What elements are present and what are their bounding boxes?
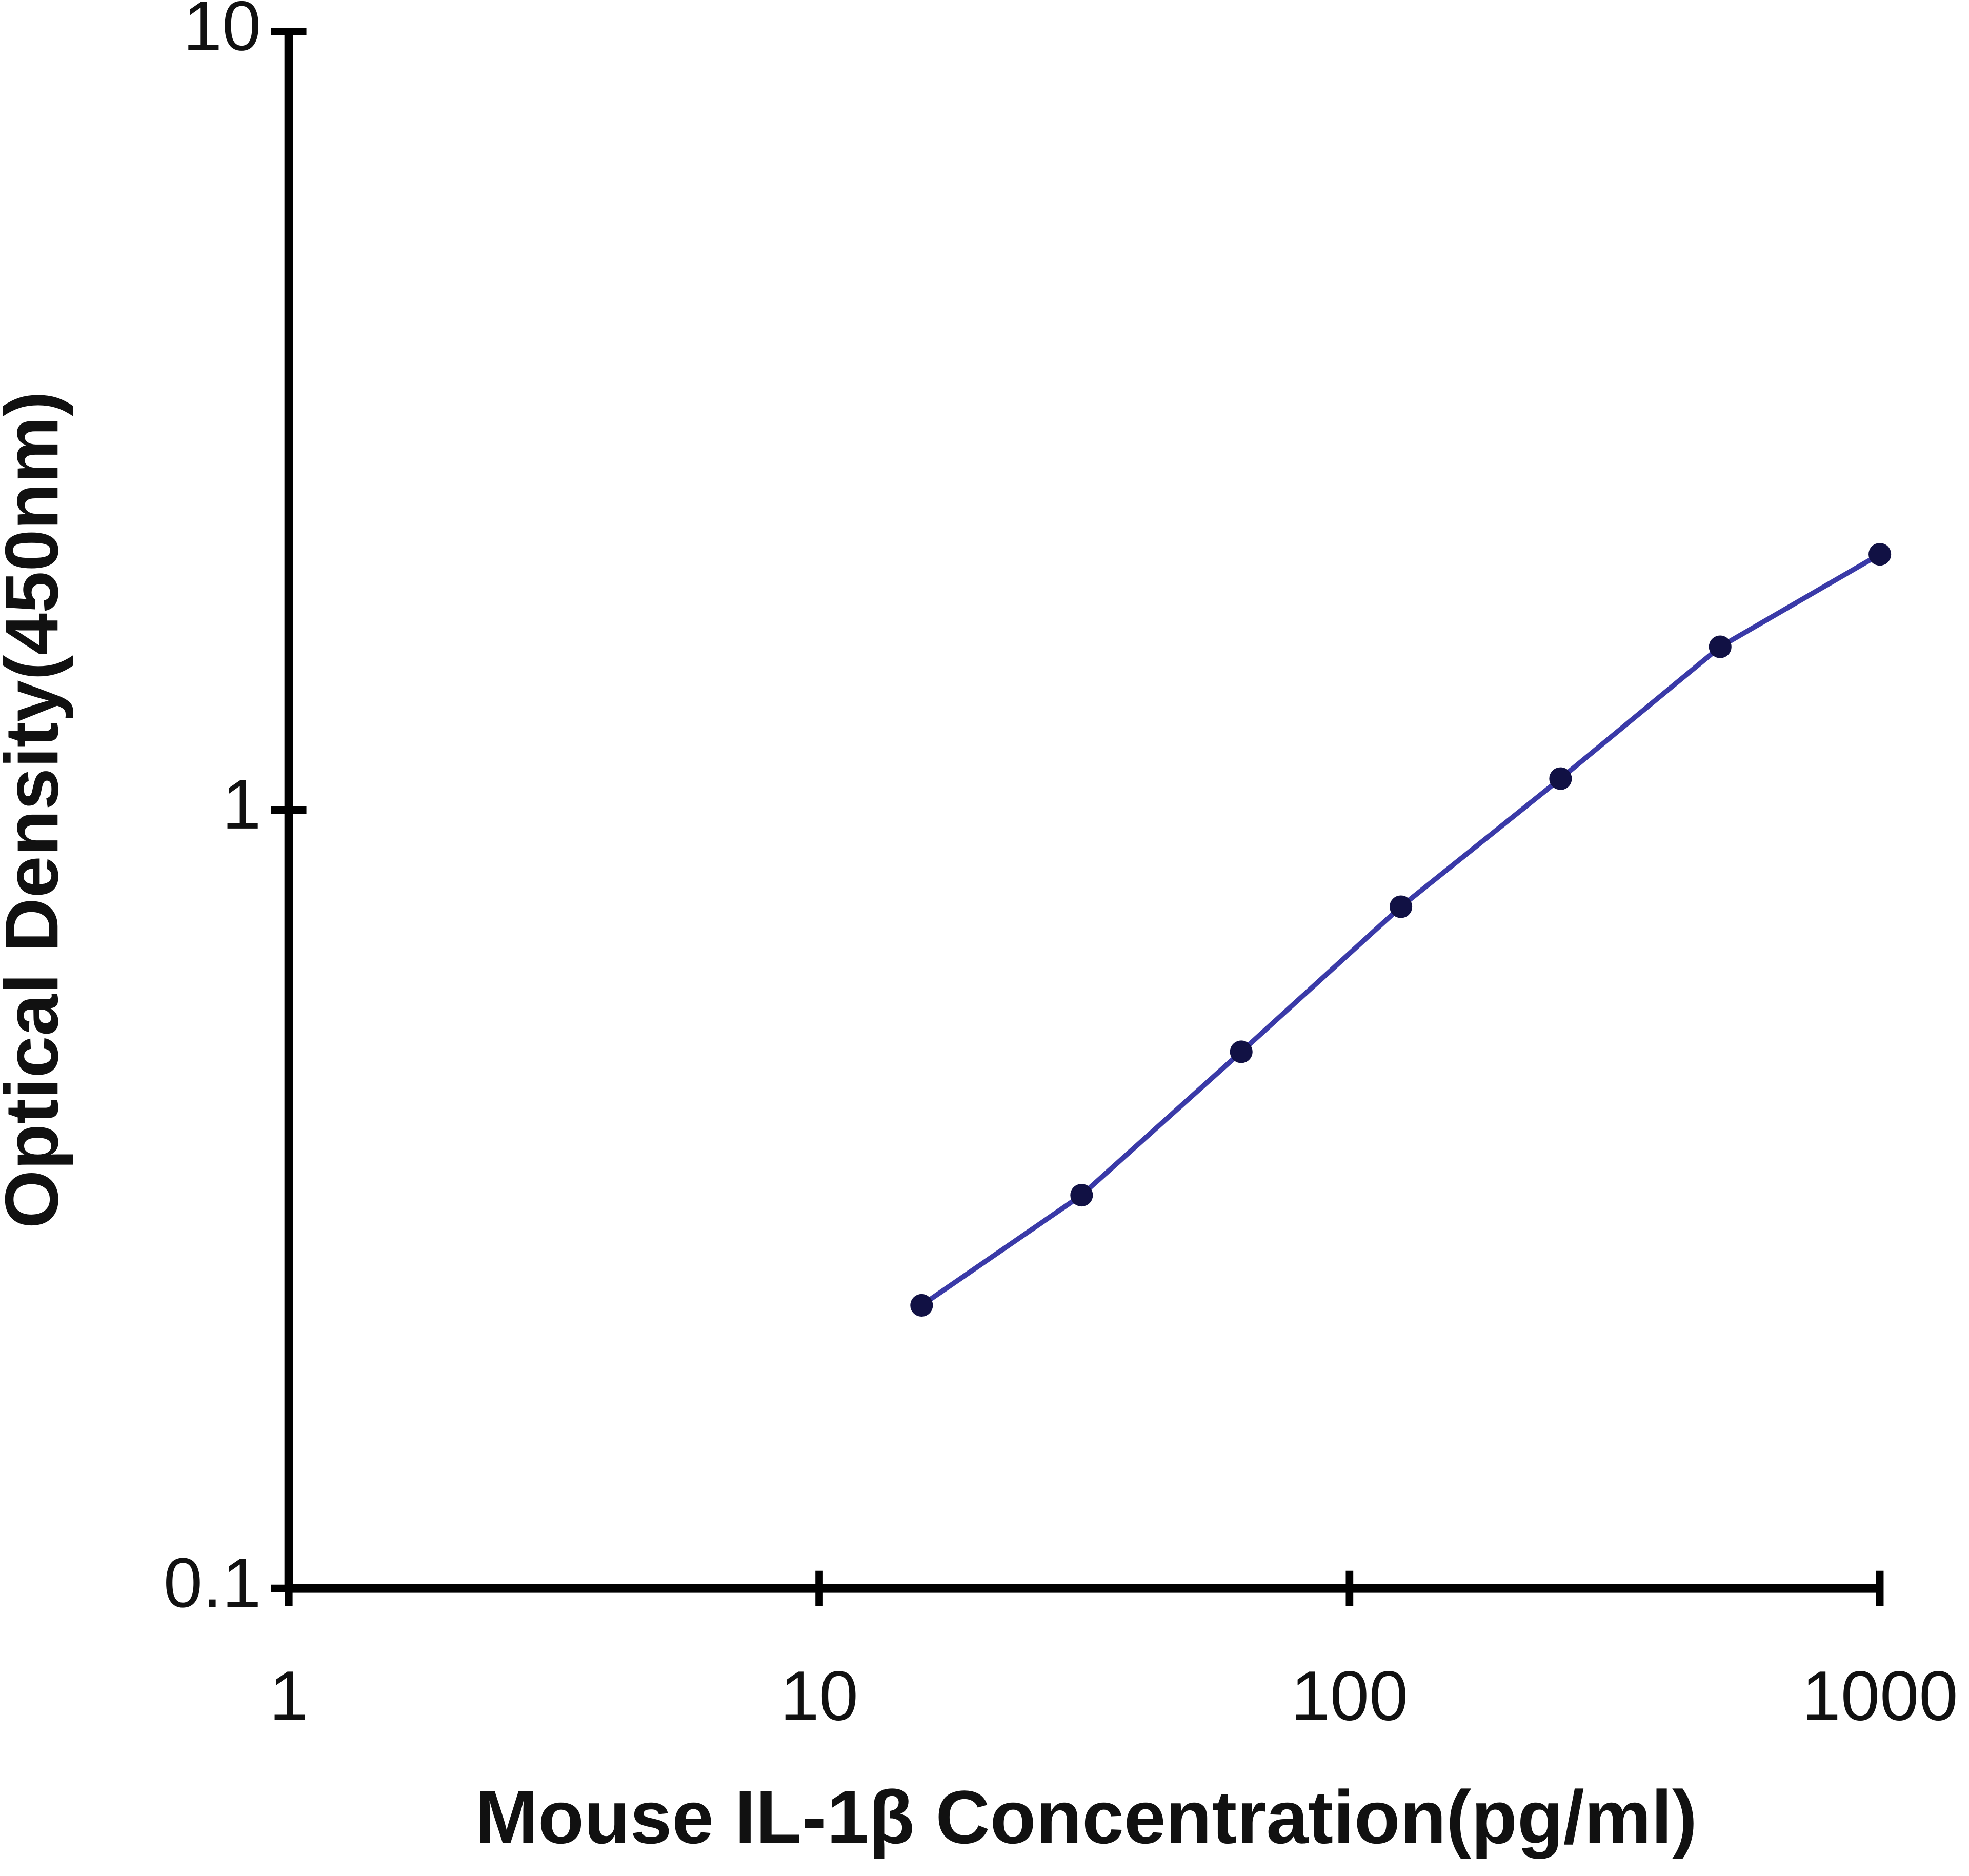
data-line [920,552,1881,1308]
x-tick-label: 100 [1291,1657,1408,1736]
data-point [1230,1040,1253,1063]
y-tick-label: 1 [222,765,261,844]
data-point [1549,767,1572,790]
data-point [1709,635,1732,658]
x-tick-label: 1 [269,1657,308,1736]
data-point [1390,895,1413,918]
x-tick-label: 1000 [1802,1657,1958,1736]
x-tick-label: 10 [780,1657,858,1736]
data-point [1868,543,1892,566]
data-point [1070,1184,1093,1207]
data-point [910,1294,933,1317]
x-axis-label: Mouse IL-1β Concentration(pg/ml) [475,1776,1697,1860]
y-axis-label: Optical Density(450nm) [0,391,74,1228]
y-tick-label: 0.1 [164,1544,262,1622]
y-tick-label: 10 [183,0,262,66]
